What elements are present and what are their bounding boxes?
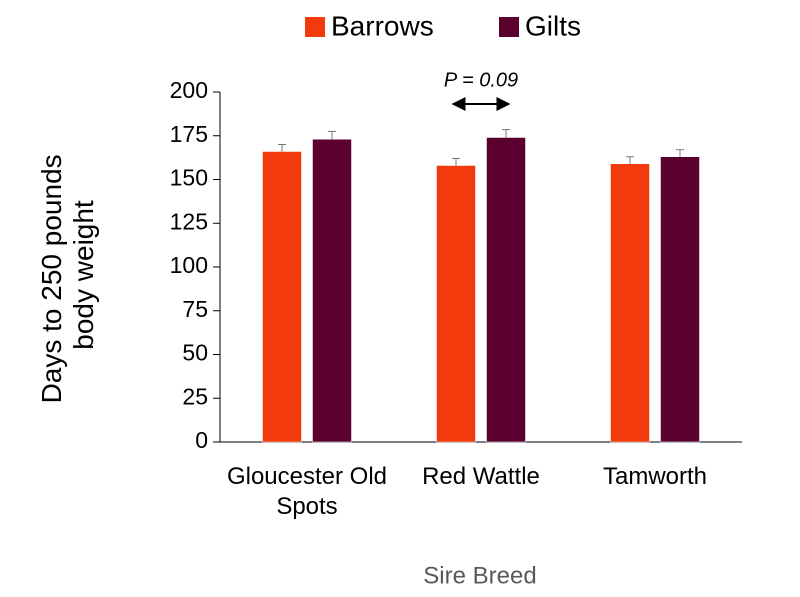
legend-swatch bbox=[305, 17, 325, 37]
y-tick-label: 200 bbox=[170, 77, 208, 103]
y-axis-label-line: Days to 250 pounds bbox=[36, 154, 67, 403]
y-tick-label: 25 bbox=[182, 383, 208, 409]
bar bbox=[436, 165, 476, 443]
x-axis-label: Sire Breed bbox=[423, 562, 536, 589]
x-tick-label: Red Wattle bbox=[422, 463, 540, 490]
y-axis-label-line: body weight bbox=[68, 200, 99, 350]
annotation: P = 0.09 bbox=[444, 69, 518, 91]
legend-label: Barrows bbox=[331, 10, 434, 41]
x-tick-label: Tamworth bbox=[602, 463, 708, 490]
bar bbox=[486, 137, 526, 443]
legend-swatch bbox=[499, 17, 519, 37]
bar bbox=[262, 151, 302, 443]
y-tick-label: 125 bbox=[170, 208, 208, 234]
legend-label: Gilts bbox=[525, 10, 581, 41]
bar bbox=[610, 163, 650, 443]
y-tick-label: 75 bbox=[182, 296, 208, 322]
y-tick-label: 100 bbox=[170, 252, 208, 278]
x-tick-label: Gloucester Old Spots bbox=[226, 463, 388, 520]
y-tick-label: 175 bbox=[170, 121, 208, 147]
y-tick-label: 150 bbox=[170, 165, 208, 191]
y-tick-label: 50 bbox=[182, 340, 208, 366]
y-axis-label: Days to 250 pounds body weight bbox=[36, 147, 99, 404]
y-tick-label: 0 bbox=[195, 427, 208, 453]
bar bbox=[660, 156, 700, 443]
bar bbox=[312, 139, 352, 443]
